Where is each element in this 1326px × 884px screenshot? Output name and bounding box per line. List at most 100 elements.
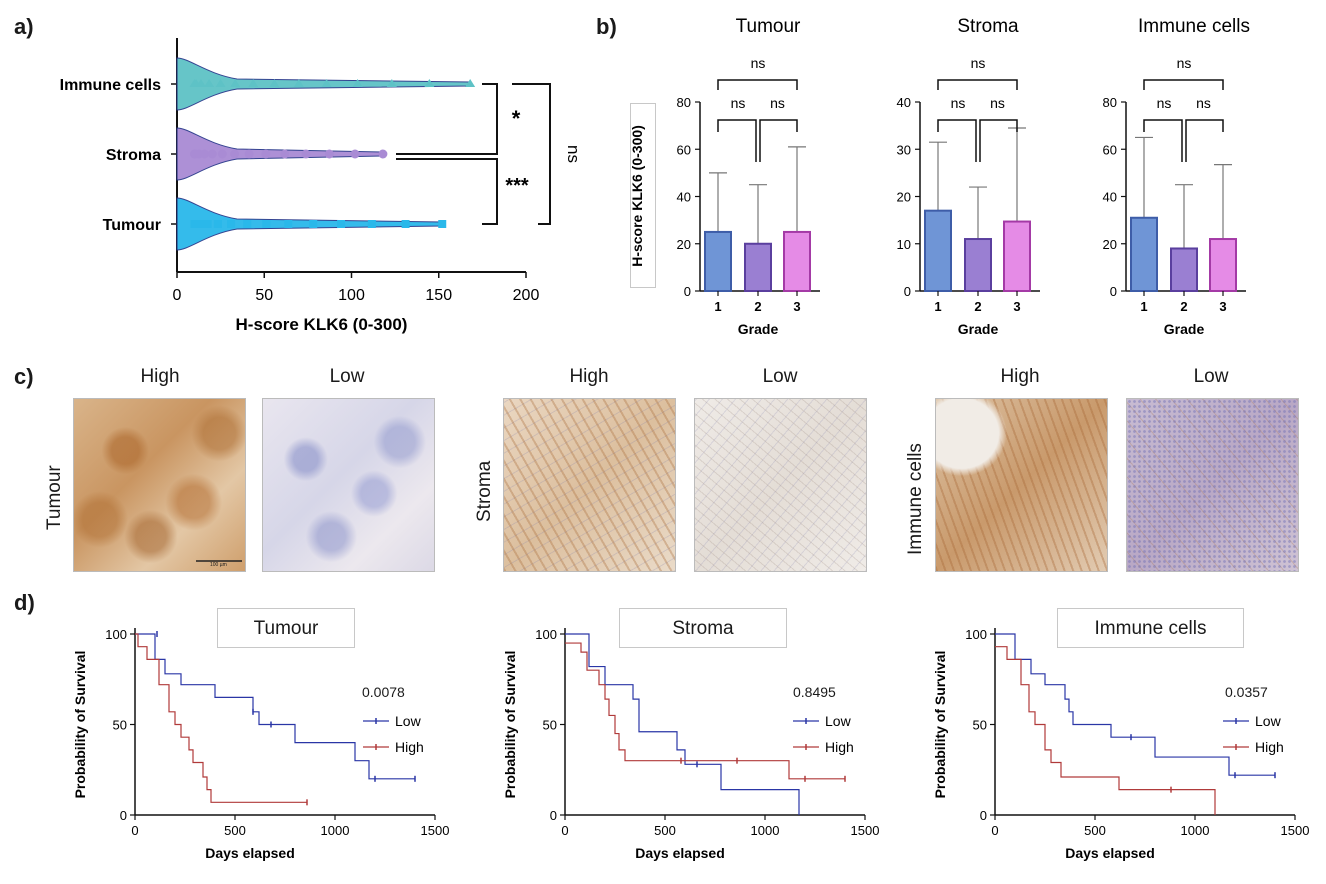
panel-a-point (230, 79, 241, 87)
panel-b-x-tick-label: 2 (754, 299, 761, 314)
panel-d-x-label: Days elapsed (1065, 845, 1155, 861)
panel-b-x-tick-label: 3 (1013, 299, 1020, 314)
img-row-stroma: Stroma (474, 460, 495, 522)
panel-a-point (293, 79, 304, 87)
panel-b-bracket-label: ns (731, 95, 746, 111)
panel-a-bracket-label: ns (564, 145, 583, 163)
panel-b-y-tick-label: 40 (1103, 190, 1117, 205)
panel-b-bracket-label: ns (951, 95, 966, 111)
panel-a-x-label: H-score KLK6 (0-300) (236, 315, 408, 334)
panel-a-point (321, 79, 332, 87)
panel-d-y-tick-label: 0 (980, 808, 987, 823)
img-col-low-3: Low (1193, 366, 1229, 387)
panel-b-title: Immune cells (1138, 16, 1250, 37)
panel-b-bar (1170, 247, 1198, 293)
panel-b-bracket (717, 79, 798, 90)
panel-b-x-label: Grade (738, 321, 779, 337)
km-curve-low (135, 633, 415, 780)
panel-b-x-tick-label: 1 (1140, 299, 1147, 314)
km-legend-label: Low (1255, 713, 1282, 729)
panel-d-x-tick-label: 0 (131, 823, 138, 838)
panel-d-x-tick-label: 0 (561, 823, 568, 838)
panel-b-x-tick-label: 2 (974, 299, 981, 314)
panel-a-point (203, 220, 212, 228)
panel-b-bar (1130, 216, 1158, 292)
img-row-immune: Immune cells (905, 443, 926, 555)
img-col-high-2: High (569, 366, 609, 387)
panel-a-point (284, 220, 293, 228)
panel-a-category-label: Stroma (106, 147, 161, 164)
panel-a-plot: 0 50 100 150 200 H-score KLK6 (0-300) Immune c… (0, 0, 600, 340)
panel-letter-c: c) (14, 364, 34, 389)
panel-d-x-tick-label: 500 (1084, 823, 1106, 838)
panel-a-point (213, 220, 222, 228)
km-title-tumour: Tumour (217, 608, 355, 648)
panel-a-point (207, 149, 217, 159)
panel-b-bracket-label: ns (770, 95, 785, 111)
panel-a-point (401, 220, 410, 228)
panel-d-x-tick-label: 1500 (851, 823, 880, 838)
panel-a-point (280, 149, 290, 159)
panel-b-bracket (937, 79, 1018, 90)
panel-a-point (261, 149, 271, 159)
km-pvalue-immune: 0.0357 (1225, 684, 1268, 700)
panel-b-bracket (1143, 119, 1183, 162)
ihc-image-immune-low (1126, 398, 1299, 572)
panel-a-point (309, 220, 318, 228)
panel-b-bracket (1143, 79, 1224, 90)
panel-b-bracket-label: ns (1196, 95, 1211, 111)
panel-d-y-tick-label: 0 (550, 808, 557, 823)
panel-b-y-label: H-score KLK6 (0-300) (629, 125, 645, 267)
panel-d-x-tick-label: 500 (654, 823, 676, 838)
panel-d-plot: 0 50 100 0 500 1000 1500 Days elapsed Probabilit… (0, 590, 1326, 884)
panel-b-y-tick-label: 80 (677, 95, 691, 110)
panel-b-y-tick-label: 60 (677, 142, 691, 157)
panel-a-point (230, 149, 240, 159)
panel-d-x-tick-label: 500 (224, 823, 246, 838)
panel-b-y-tick-label: 40 (897, 95, 911, 110)
panel-b-bar (964, 238, 992, 292)
panel-b-y-tick-label: 80 (1103, 95, 1117, 110)
km-legend-label: Low (395, 713, 422, 729)
panel-b-x-tick-label: 1 (714, 299, 721, 314)
panel-letter-a: a) (14, 14, 34, 39)
panel-a-bracket-label: *** (505, 175, 529, 197)
panel-a-point (204, 79, 215, 87)
panel-b-bracket (1185, 119, 1224, 162)
panel-b-y-tick-label: 0 (904, 284, 911, 299)
panel-a-category-label: Tumour (103, 217, 161, 234)
panel-b-y-tick-label: 0 (1110, 284, 1117, 299)
panel-d-y-label: Probability of Survival (932, 651, 948, 799)
panel-b-bracket (759, 119, 798, 162)
panel-a-svg: 0 50 100 150 200 H-score KLK6 (0-300) Immune c… (60, 38, 583, 334)
km-curve-high (565, 642, 845, 780)
panel-d-x-tick-label: 1500 (421, 823, 450, 838)
panel-b-x-label: Grade (958, 321, 999, 337)
panel-a-point (324, 149, 334, 159)
panel-b-bar (924, 209, 952, 292)
panel-a-x-tick-label: 100 (338, 287, 365, 304)
panel-a-point (243, 220, 252, 228)
img-col-high-3: High (1000, 366, 1040, 387)
panel-a-bracket-label: * (512, 106, 521, 131)
panel-b-bar (1209, 238, 1237, 292)
panel-b-y-tick-label: 60 (1103, 142, 1117, 157)
panel-b-title: Stroma (957, 16, 1019, 37)
panel-d-x-tick-label: 1000 (1181, 823, 1210, 838)
panel-b-y-tick-label: 10 (897, 237, 911, 252)
panel-a-point (248, 79, 259, 87)
panel-b-bracket-label: ns (971, 55, 986, 71)
panel-d-x-tick-label: 1500 (1281, 823, 1310, 838)
km-legend-label: Low (825, 713, 852, 729)
panel-a-point (215, 79, 226, 87)
km-curve-low (565, 633, 800, 815)
panel-a-point (227, 220, 236, 228)
panel-b-bracket (979, 119, 1018, 162)
panel-a-point (465, 79, 476, 87)
panel-a-category-label: Immune cells (60, 77, 161, 94)
img-row-tumour: Tumour (44, 465, 65, 530)
panel-b-y-tick-label: 20 (677, 237, 691, 252)
img-col-low-1: Low (329, 366, 365, 387)
panel-a-bracket (396, 158, 498, 225)
